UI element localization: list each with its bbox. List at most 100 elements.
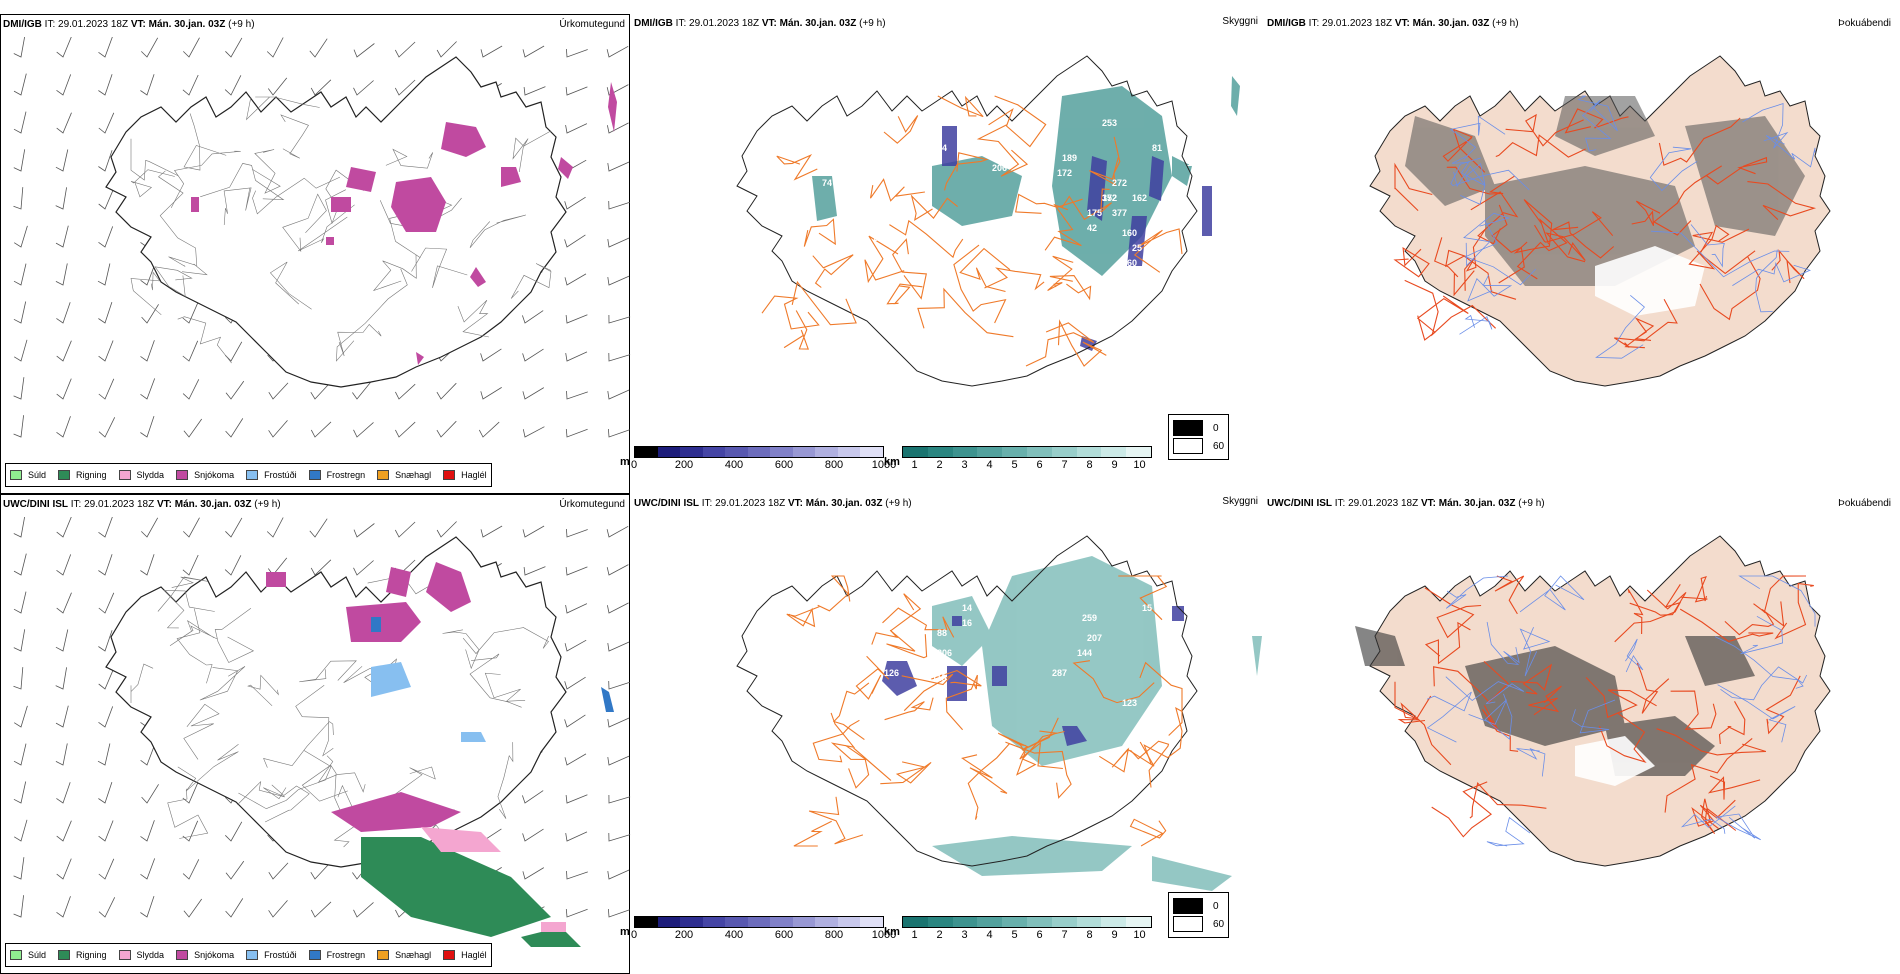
visibility-value-label: 81: [1152, 143, 1162, 153]
road-line: [848, 747, 892, 789]
colorbar-m-ticks: 0 200 400 600 800 1000: [631, 928, 896, 942]
road-line: [1692, 228, 1756, 275]
road-line: [469, 653, 522, 708]
road-line: [1089, 136, 1121, 186]
colorbar-segment: [860, 447, 884, 457]
colorbar-tick: 600: [774, 929, 794, 941]
snow-areas: [191, 82, 617, 365]
wind-barb: [310, 901, 332, 918]
visibility-km-colorbar: km 1 2 3 4 5 6 7 8 9 10: [884, 916, 1152, 942]
road-line: [988, 95, 1047, 148]
visibility-teal-areas: [932, 556, 1262, 891]
iceland-outline: [736, 55, 1198, 387]
river-line: [1755, 249, 1778, 313]
wind-barb: [13, 857, 25, 880]
wind-barb: [140, 820, 155, 842]
road-line: [1614, 298, 1678, 348]
wind-barb: [56, 782, 71, 804]
fog-legend-swatch: [1173, 916, 1203, 932]
wind-barb: [140, 858, 156, 880]
legend-swatch: [377, 470, 390, 480]
wind-barb: [566, 390, 588, 400]
fog-shading: [1405, 96, 1805, 286]
road-line: [1494, 575, 1525, 615]
legend-swatch: [118, 950, 131, 960]
wind-barb: [607, 237, 630, 248]
road-line: [130, 271, 162, 316]
wind-barb: [182, 302, 199, 324]
road-line: [1057, 319, 1107, 367]
road-line: [1516, 218, 1568, 280]
colorbar-tick: 7: [1061, 929, 1068, 941]
wind-barb: [522, 828, 544, 842]
road-line: [1072, 660, 1155, 704]
road-line: [886, 629, 928, 659]
river-line: [1715, 813, 1761, 841]
visibility-value-label: 189: [1062, 153, 1077, 163]
road-line: [168, 256, 208, 276]
wind-barb: [182, 820, 199, 842]
precip-map: [13, 37, 631, 438]
visibility-value-label: 162: [1132, 193, 1147, 203]
colorbar-segment: [815, 917, 838, 927]
legend-item: Frostregn: [308, 470, 365, 480]
road-line: [791, 280, 857, 326]
fog-clear: [1595, 246, 1705, 316]
road-line: [264, 784, 310, 823]
wind-barb: [607, 161, 630, 172]
visibility-value-label: 259: [1082, 613, 1097, 623]
wind-barb: [564, 234, 586, 248]
legend-swatch: [308, 950, 321, 960]
road-line: [411, 247, 468, 288]
visibility-value-label: 287: [1052, 668, 1067, 678]
colorbar-tick: 4: [986, 929, 993, 941]
wind-barb: [566, 48, 588, 58]
wind-barb: [225, 37, 243, 58]
wind-barb: [480, 348, 502, 362]
road-line: [1019, 730, 1063, 770]
road-line: [130, 138, 179, 181]
river-line: [1650, 230, 1790, 278]
wind-barb: [183, 418, 203, 438]
road-line: [1771, 249, 1805, 284]
road-line: [1774, 582, 1814, 640]
iceland-outline: [736, 535, 1198, 867]
wind-barb: [606, 84, 629, 96]
panel-label: Úrkomutegund: [559, 19, 625, 30]
road-line: [1118, 575, 1168, 621]
colorbar-segment: [702, 917, 726, 927]
road-line: [1505, 113, 1584, 147]
wind-barb: [310, 862, 331, 880]
wind-barb: [13, 553, 27, 576]
visibility-value-label: 126: [884, 668, 899, 678]
road-line: [1015, 193, 1083, 214]
road-line: [157, 576, 208, 612]
wind-barb: [182, 379, 200, 400]
road-line: [830, 712, 868, 760]
wind-barb: [565, 794, 588, 804]
fog-panel-2: UWC/DINI ISL IT: 29.01.2023 18Z VT: Mán.…: [1265, 494, 1895, 974]
road-line: [469, 214, 526, 248]
wind-barb: [98, 820, 114, 842]
river-line: [1453, 162, 1486, 188]
colorbar-segment: [1101, 447, 1127, 457]
wind-barb: [182, 74, 199, 96]
legend-item: Rigning: [58, 470, 107, 480]
road-line: [1552, 221, 1615, 259]
road-line: [1747, 181, 1817, 220]
wind-barb: [55, 225, 69, 248]
road-line: [297, 204, 355, 252]
road-line: [252, 176, 341, 215]
road-line: [169, 620, 218, 646]
legend-item: Haglél: [443, 950, 487, 960]
wind-barb: [607, 869, 630, 880]
river-network: [1449, 95, 1816, 359]
wind-barb: [98, 897, 116, 918]
colorbar-segment: [1126, 917, 1151, 927]
snow-areas: [266, 562, 471, 832]
road-line: [1416, 295, 1469, 341]
legend-swatch: [176, 950, 189, 960]
road-line: [1143, 707, 1183, 765]
wind-barb: [140, 378, 156, 400]
wind-barb: [565, 351, 588, 362]
